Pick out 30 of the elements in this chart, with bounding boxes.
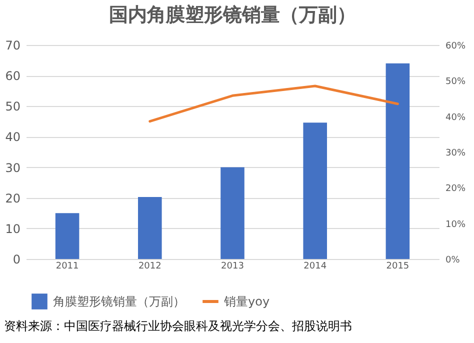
y2-tick-label: 30% xyxy=(446,148,466,158)
y-tick-label: 50 xyxy=(5,100,20,114)
y-tick-label: 60 xyxy=(5,69,20,84)
bar xyxy=(55,213,80,259)
text: 资料来源：中国医疗器械行业协会眼科及视光学分会、招股说明书 xyxy=(3,318,353,335)
legend-label: 角膜塑形镜销量（万副） xyxy=(53,294,185,308)
bar xyxy=(138,196,162,259)
line-series xyxy=(148,84,399,123)
chart-title: 国内角膜塑形镜销量（万副） xyxy=(109,4,356,26)
legend-label: 销量yoy xyxy=(223,294,270,308)
y-tick-label: 0 xyxy=(12,252,20,266)
y2-tick-label: 20% xyxy=(446,184,466,194)
y2-tick-label: 50% xyxy=(446,77,466,88)
y-tick-label: 70 xyxy=(5,38,20,52)
y2-tick-label: 0% xyxy=(446,256,460,266)
y2-tick-label: 10% xyxy=(446,220,466,230)
x-tick-label: 2015 xyxy=(386,262,410,272)
bar xyxy=(220,167,244,259)
y-tick-label: 30 xyxy=(5,160,20,175)
x-tick-label: 2012 xyxy=(138,262,162,272)
y-tick-label: 40 xyxy=(5,130,20,144)
x-tick-label: 2014 xyxy=(304,262,327,272)
bar xyxy=(386,63,410,259)
x-tick-label: 2013 xyxy=(221,262,244,272)
x-tick-label: 2011 xyxy=(56,262,79,272)
bar xyxy=(303,122,327,259)
y2-tick-label: 60% xyxy=(446,42,466,52)
y-tick-label: 10 xyxy=(5,222,20,236)
y-tick-label: 20 xyxy=(5,191,20,206)
y2-tick-label: 40% xyxy=(446,112,466,123)
